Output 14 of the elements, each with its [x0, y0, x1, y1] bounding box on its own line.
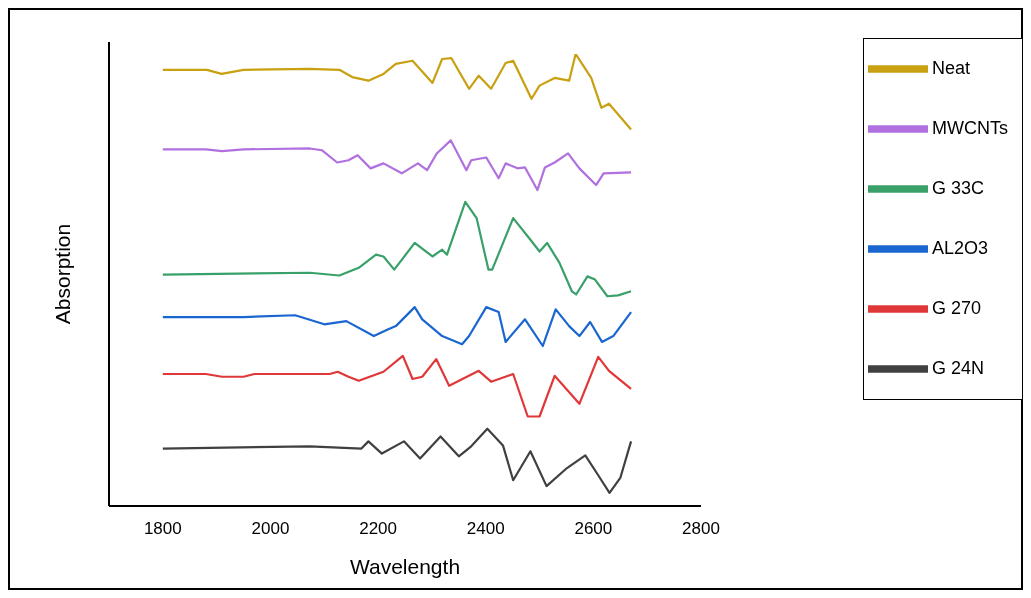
legend-label: Neat [932, 57, 971, 78]
x-tick-label: 2600 [574, 519, 613, 539]
legend-label: MWCNTs [932, 117, 1008, 138]
x-tick-label: 2200 [359, 519, 398, 539]
y-axis-title: Absorption [51, 223, 75, 325]
legend-label: AL2O3 [932, 237, 989, 258]
x-tick-label: 2400 [466, 519, 505, 539]
x-tick-label: 2800 [682, 519, 720, 539]
legend-label: G 33C [932, 177, 985, 198]
x-tick-label: 1800 [143, 519, 182, 539]
x-axis-title: Wavelength [349, 555, 461, 578]
x-tick-label: 2000 [251, 519, 290, 539]
legend-label: G 24N [932, 357, 985, 378]
legend-label: G 270 [932, 297, 982, 318]
